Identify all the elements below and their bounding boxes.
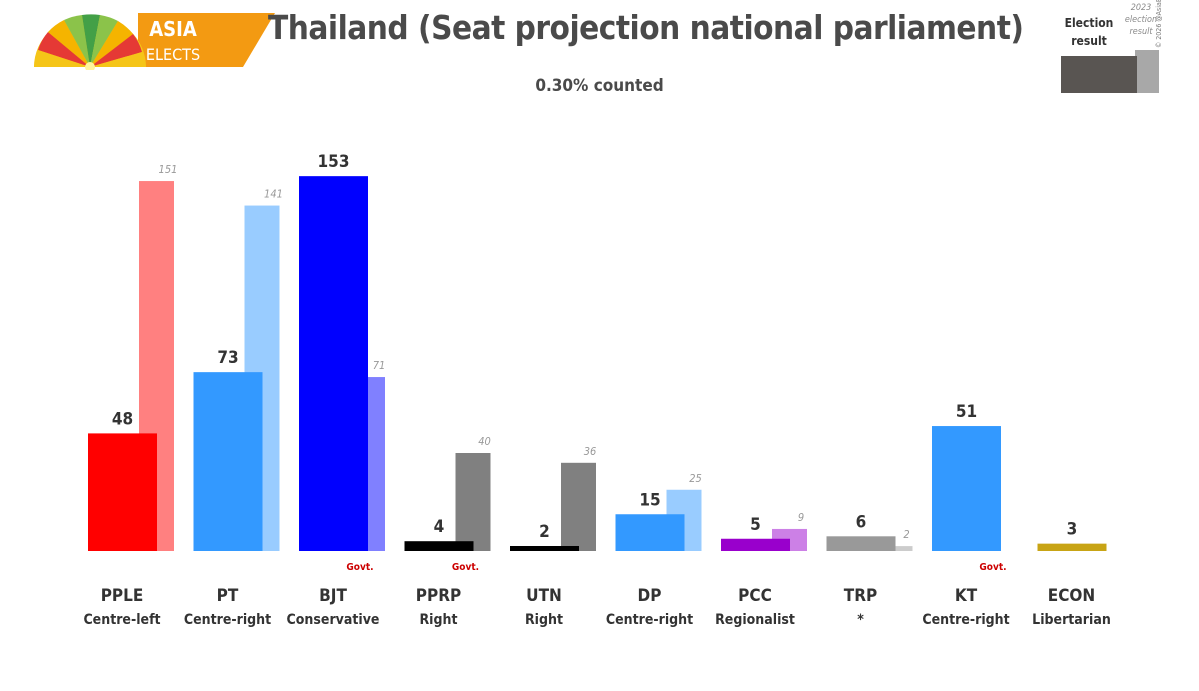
legend-previous-label: 2023 election result <box>1124 3 1158 37</box>
party-name-utn: UTN <box>526 586 562 606</box>
party-ideology-trp: * <box>857 612 864 628</box>
bar-value-bjt: 153 <box>318 152 350 172</box>
legend-current-label: Election result <box>1064 16 1114 48</box>
asia-elects-logo: ASIA ELECTS <box>30 10 275 72</box>
chart-subtitle: 0.30% counted <box>535 76 664 96</box>
bar-current-pt <box>193 372 263 551</box>
bar-value-pprp: 4 <box>434 517 445 537</box>
party-ideology-pple: Centre-left <box>83 612 160 628</box>
party-ideology-bjt: Conservative <box>287 612 380 628</box>
bar-prev-value-dp: 25 <box>689 472 702 485</box>
bar-current-utn <box>510 546 579 551</box>
bar-value-pple: 48 <box>112 409 133 429</box>
bar-current-dp <box>615 514 685 551</box>
party-ideology-kt: Centre-right <box>922 612 1009 628</box>
bar-prev-pprp <box>455 453 491 551</box>
bar-value-econ: 3 <box>1067 520 1078 540</box>
bar-current-pprp <box>404 541 474 551</box>
party-name-dp: DP <box>638 586 662 606</box>
govt-label-pprp: Govt. <box>452 562 479 573</box>
bar-value-utn: 2 <box>539 522 550 542</box>
bar-current-kt <box>932 426 1001 551</box>
bar-value-pcc: 5 <box>750 515 761 535</box>
bar-prev-value-pcc: 9 <box>798 511 804 524</box>
sunburst-icon <box>34 14 146 72</box>
legend-current-swatch <box>1061 56 1137 93</box>
party-ideology-utn: Right <box>525 612 563 628</box>
party-ideology-pprp: Right <box>419 612 457 628</box>
bar-value-trp: 6 <box>856 512 867 532</box>
bar-value-kt: 51 <box>956 402 977 422</box>
bar-prev-value-utn: 36 <box>584 445 597 458</box>
bar-value-pt: 73 <box>217 348 238 368</box>
bar-current-econ <box>1037 543 1107 551</box>
party-ideology-pcc: Regionalist <box>715 612 795 628</box>
bar-prev-value-pprp: 40 <box>478 435 491 448</box>
party-name-pcc: PCC <box>738 586 772 606</box>
party-ideology-pt: Centre-right <box>184 612 271 628</box>
bar-prev-value-pple: 151 <box>159 163 178 176</box>
party-name-pprp: PPRP <box>416 586 461 606</box>
govt-label-kt: Govt. <box>979 562 1006 573</box>
logo-graphic: ASIA ELECTS <box>34 13 275 72</box>
bar-current-trp <box>826 536 896 551</box>
bar-prev-value-trp: 2 <box>903 528 909 541</box>
logo-line2: ELECTS <box>146 45 200 64</box>
bar-prev-value-bjt: 71 <box>373 359 386 372</box>
bar-prev-utn <box>561 462 596 551</box>
chart-title: Thailand (Seat projection national parli… <box>268 8 1024 47</box>
party-ideology-dp: Centre-right <box>606 612 693 628</box>
party-name-pple: PPLE <box>101 586 144 606</box>
legend-previous-swatch <box>1135 50 1159 93</box>
party-name-bjt: BJT <box>319 586 347 606</box>
bar-prev-value-pt: 141 <box>264 188 283 201</box>
bars-layer: 151 48 PPLE Centre-left 141 73 PT Centre-right 7… <box>83 152 1110 628</box>
party-name-pt: PT <box>217 586 239 606</box>
bar-value-dp: 15 <box>639 490 660 510</box>
party-name-kt: KT <box>955 586 978 606</box>
bar-current-pple <box>88 433 157 551</box>
govt-label-bjt: Govt. <box>346 562 373 573</box>
party-name-econ: ECON <box>1048 586 1095 606</box>
bar-current-pcc <box>721 538 790 551</box>
party-name-trp: TRP <box>844 586 877 606</box>
legend: Election result 2023 election result © 2… <box>1055 0 1199 100</box>
logo-line1: ASIA <box>149 17 197 41</box>
bar-current-bjt <box>299 176 368 551</box>
party-ideology-econ: Libertarian <box>1032 612 1111 628</box>
